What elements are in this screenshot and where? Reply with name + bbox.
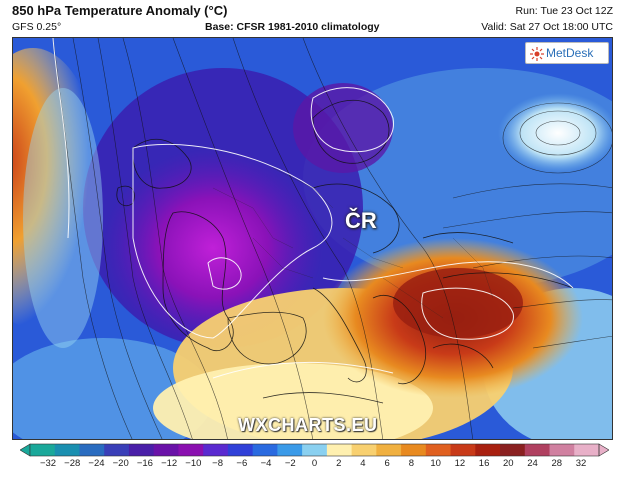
colorbar-swatch: [524, 444, 551, 456]
colorbar-swatch: [302, 444, 328, 456]
colorbar-swatch: [104, 444, 130, 456]
scandinavia-cold: [293, 83, 393, 173]
colorbar-tick-label: −20: [112, 458, 129, 469]
colorbar-swatch: [30, 444, 56, 456]
colorbar-swatch: [277, 444, 303, 456]
metdesk-logo: MetDesk: [525, 42, 609, 64]
colorbar-tick-label: 16: [478, 458, 490, 469]
colorbar-tick-label: −16: [136, 458, 153, 469]
colorbar-tick-label: −24: [88, 458, 105, 469]
model-label: GFS 0.25°: [12, 21, 62, 33]
anomaly-contours: [52, 38, 574, 379]
colorbar-swatch: [425, 444, 452, 456]
colorbar-tick-label: 4: [360, 458, 366, 469]
colorbar-tick-label: 12: [454, 458, 466, 469]
colorbar-svg: [20, 443, 609, 457]
colorbar-swatch: [79, 444, 105, 456]
colorbar-swatch: [128, 444, 155, 456]
colorbar-swatch: [203, 444, 229, 456]
colorbar-tick-label: −10: [185, 458, 202, 469]
base-label: Base: CFSR 1981-2010 climatology: [205, 21, 380, 33]
coastlines: [116, 99, 574, 404]
map-canvas: [13, 38, 612, 439]
colorbar-swatch: [351, 444, 377, 456]
colorbar-swatch: [549, 444, 575, 456]
colorbar-swatch: [401, 444, 427, 456]
colorbar-tick-label: −8: [212, 458, 223, 469]
colorbar-tick-label: −6: [236, 458, 248, 469]
colorbar: [20, 443, 609, 457]
colorbar-left-arrow: [20, 443, 31, 457]
colorbar-tick-label: −32: [39, 458, 57, 469]
metdesk-text: MetDesk: [546, 46, 594, 60]
colorbar-tick-label: 32: [575, 458, 587, 469]
colorbar-ticks: −32 −28 −24 −20 −16 −12 −10 −8 −6 −4 −2 0 2 4 6 8 10 12 16…: [0, 458, 625, 474]
header: 850 hPa Temperature Anomaly (°C) GFS 0.2…: [0, 0, 625, 37]
colorbar-swatch: [574, 444, 600, 456]
atlantic-band: [23, 88, 103, 348]
colorbar-swatch: [252, 444, 278, 456]
colorbar-right-arrow: [598, 443, 609, 457]
colorbar-tick-label: −2: [284, 458, 296, 469]
colorbar-tick-label: 10: [430, 458, 441, 469]
colorbar-swatch: [54, 444, 80, 456]
colorbar-swatch: [178, 444, 204, 456]
colorbar-swatch: [376, 444, 402, 456]
colorbar-tick-label: −28: [64, 458, 81, 469]
colorbar-frame: [29, 443, 600, 457]
colorbar-tick-label: 8: [408, 458, 415, 469]
valid-label: Valid: Sat 27 Oct 18:00 UTC: [481, 21, 613, 33]
colorbar-swatch: [326, 444, 353, 456]
anomaly-map: [12, 37, 613, 440]
ne-low: [498, 93, 612, 173]
colorbar-swatch: [227, 444, 254, 456]
colorbar-tick-label: −4: [260, 458, 272, 469]
colorbar-tick-label: 20: [503, 458, 514, 469]
colorbar-swatch: [153, 444, 179, 456]
run-label: Run: Tue 23 Oct 12Z: [515, 5, 613, 17]
isobars: [52, 38, 612, 439]
colorbar-swatch: [475, 444, 501, 456]
colorbar-tick-label: 28: [551, 458, 563, 469]
colorbar-swatch: [500, 444, 526, 456]
balkan-core: [393, 268, 523, 338]
colorbar-swatch: [450, 444, 476, 456]
watermark: WXCHARTS.EU: [238, 415, 378, 435]
metdesk-sun-icon: [530, 47, 544, 61]
country-label: ČR: [345, 208, 377, 233]
colorbar-tick-label: −12: [161, 458, 178, 469]
colorbar-tick-label: 0: [311, 458, 318, 469]
colorbar-tick-label: 6: [384, 458, 390, 469]
chart-title: 850 hPa Temperature Anomaly (°C): [12, 3, 228, 18]
borders: [212, 167, 494, 319]
colorbar-tick-label: 2: [336, 458, 342, 469]
colorbar-tick-label: 24: [527, 458, 538, 469]
